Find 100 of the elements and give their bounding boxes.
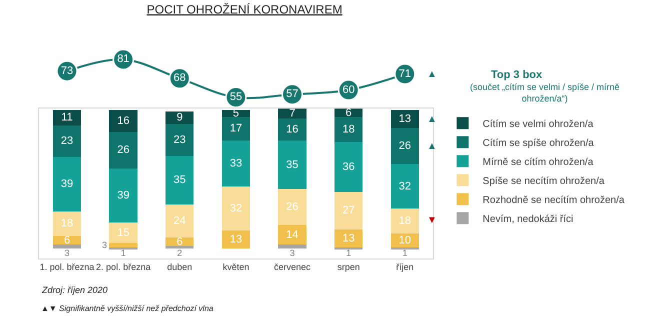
data-label: 33	[230, 157, 242, 170]
data-label: 3	[64, 248, 70, 258]
x-tick-label: 1. pol. března	[40, 262, 94, 272]
data-label: 13	[230, 234, 242, 246]
legend-label: Spíše se necítím ohrožen/a	[482, 176, 605, 188]
data-label: 18	[60, 218, 74, 230]
legend-label: Nevím, nedokáži říci	[482, 214, 574, 226]
x-tick-label: duben	[167, 262, 192, 272]
data-label: 57	[286, 88, 298, 100]
bar	[166, 238, 194, 246]
data-label: 36	[342, 160, 355, 173]
data-label: 15	[117, 226, 130, 239]
data-label: 1	[120, 248, 126, 258]
bar	[390, 164, 419, 208]
data-label: 35	[174, 174, 186, 186]
bar	[390, 233, 419, 248]
data-label: 9	[176, 112, 183, 124]
data-label: 81	[117, 53, 130, 66]
annotation: ▲	[427, 114, 437, 125]
bar	[278, 189, 306, 226]
data-label: 1	[402, 248, 408, 258]
data-label: 68	[174, 72, 186, 84]
data-label: 18	[342, 123, 355, 136]
data-label: 39	[117, 189, 130, 202]
annotation: ▲	[427, 141, 437, 152]
data-label: 1	[346, 248, 352, 258]
text: Zdroj: říjen 2020	[41, 285, 108, 295]
data-label: 24	[174, 214, 186, 227]
data-label: 71	[398, 68, 412, 80]
bar	[52, 125, 82, 158]
data-label: 60	[342, 84, 355, 96]
bar	[278, 225, 306, 245]
data-label: 23	[60, 135, 74, 148]
bar	[166, 124, 194, 156]
bar	[334, 116, 363, 142]
legend-label: Mírně se cítím ohrožen/a	[482, 157, 594, 168]
bar	[278, 140, 306, 190]
data-label: 26	[286, 201, 298, 214]
x-tick-label: 2. pol. března	[96, 262, 151, 272]
x-tick-label: říjen	[396, 262, 414, 272]
bar	[166, 246, 194, 249]
data-label: 73	[60, 64, 74, 77]
text: Top 3 box	[491, 69, 544, 81]
bar	[109, 168, 138, 222]
bar	[52, 157, 82, 212]
data-label: 11	[61, 112, 73, 124]
bar	[166, 156, 194, 204]
bar	[52, 236, 82, 245]
legend-label: Rozhodně se necítím ohrožen/a	[482, 195, 625, 206]
data-label: 13	[398, 113, 412, 126]
bar	[222, 110, 250, 117]
data-label: 6	[346, 106, 352, 119]
bar	[109, 243, 138, 248]
bar	[334, 229, 363, 248]
data-label: 3	[290, 248, 295, 258]
bar	[278, 118, 306, 141]
x-tick-label: červenec	[274, 262, 312, 272]
data-label: 27	[342, 204, 355, 217]
data-label: 10	[398, 234, 412, 246]
data-label: 35	[286, 158, 298, 171]
bar	[334, 192, 363, 230]
bar	[52, 211, 82, 236]
bar	[166, 204, 194, 238]
x-tick-label: květen	[222, 262, 250, 272]
bar	[390, 110, 419, 128]
text: ▲▼ Signifikantně vyšší/nižší než předchozí vlna	[41, 304, 214, 313]
data-label: 26	[117, 144, 130, 156]
chart-title: POCIT OHROŽENÍ KORONAVIREM	[146, 2, 342, 16]
text: (součet „cítím se velmi / spíše / mírně ohrožen/a“)	[470, 82, 620, 104]
bar	[166, 111, 194, 124]
data-label: 6	[176, 236, 183, 248]
bar	[109, 132, 138, 168]
bar	[278, 108, 306, 118]
bar	[278, 244, 306, 249]
data-label: 2	[177, 248, 182, 258]
legend-label: Cítím se spíše ohrožen/a	[482, 138, 594, 150]
bar	[390, 208, 419, 234]
data-label: 16	[117, 115, 130, 128]
bar	[52, 110, 82, 126]
bar	[222, 140, 250, 186]
annotation: ▼	[427, 215, 437, 226]
bar	[390, 128, 419, 164]
bar	[222, 186, 250, 231]
x-tick-label: srpen	[337, 262, 360, 272]
data-label: 55	[230, 91, 242, 104]
data-label: 26	[398, 140, 412, 152]
data-label: 16	[286, 123, 298, 136]
bar	[334, 142, 363, 192]
data-label: 32	[398, 180, 412, 192]
bar	[109, 222, 138, 244]
data-label: 18	[398, 214, 412, 227]
data-label: 7	[289, 107, 296, 120]
data-label: 32	[230, 202, 242, 214]
legend-label: Cítím se velmi ohrožen/a	[482, 119, 594, 130]
data-label: 13	[342, 232, 355, 244]
annotation: ▲	[427, 69, 437, 80]
bar	[222, 230, 250, 249]
bar	[52, 244, 82, 249]
data-label: 17	[230, 122, 242, 135]
data-label: 23	[174, 134, 186, 146]
